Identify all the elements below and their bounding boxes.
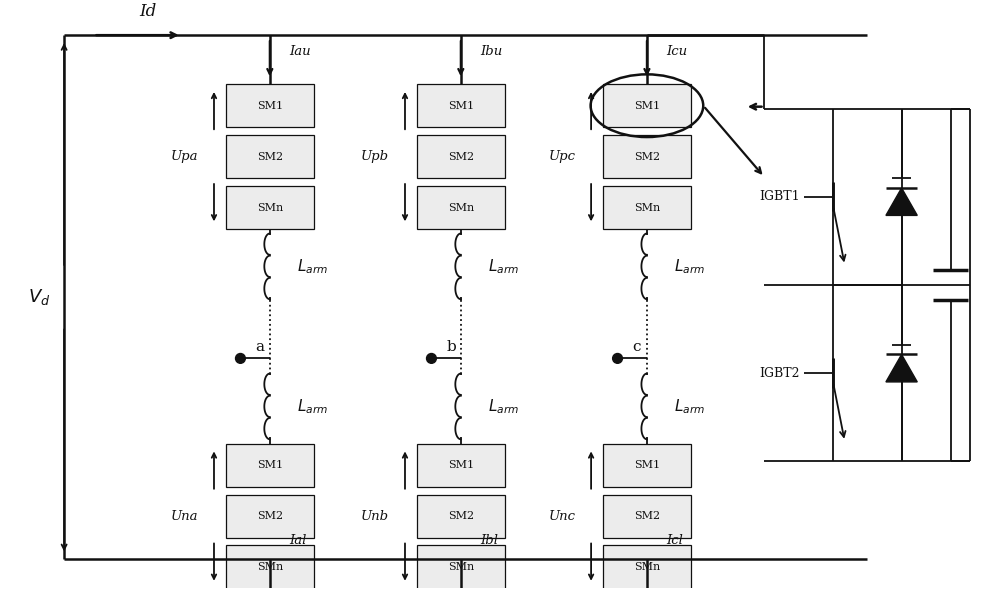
Text: SMn: SMn <box>448 562 474 572</box>
Text: Ial: Ial <box>289 534 307 547</box>
Bar <box>226 545 314 588</box>
Text: a: a <box>255 339 264 353</box>
Text: SM1: SM1 <box>634 460 660 470</box>
Bar <box>417 495 505 538</box>
Text: SM2: SM2 <box>257 151 283 161</box>
Text: Icl: Icl <box>667 534 683 547</box>
Text: Unc: Unc <box>548 509 575 522</box>
Text: SM2: SM2 <box>634 151 660 161</box>
Text: IGBT2: IGBT2 <box>759 366 800 379</box>
Bar <box>603 495 691 538</box>
Text: Ibl: Ibl <box>480 534 498 547</box>
Text: SM2: SM2 <box>448 511 474 521</box>
Circle shape <box>613 353 622 363</box>
Bar <box>417 135 505 178</box>
Bar <box>603 84 691 127</box>
Text: SM1: SM1 <box>257 101 283 111</box>
Text: $V_d$: $V_d$ <box>28 287 51 307</box>
Bar <box>417 186 505 229</box>
Text: SM2: SM2 <box>634 511 660 521</box>
Text: IGBT1: IGBT1 <box>759 190 800 203</box>
Text: b: b <box>446 339 456 353</box>
Text: $L_{arm}$: $L_{arm}$ <box>674 257 705 276</box>
Text: Upc: Upc <box>548 150 575 163</box>
Text: Ibu: Ibu <box>480 45 503 58</box>
Bar <box>603 444 691 487</box>
Polygon shape <box>886 188 917 216</box>
Bar <box>603 135 691 178</box>
Text: $L_{arm}$: $L_{arm}$ <box>488 397 519 416</box>
Bar <box>417 444 505 487</box>
Text: $L_{arm}$: $L_{arm}$ <box>674 397 705 416</box>
Text: Icu: Icu <box>667 45 688 58</box>
Text: $L_{arm}$: $L_{arm}$ <box>488 257 519 276</box>
Text: Unb: Unb <box>361 509 389 522</box>
Text: SM1: SM1 <box>257 460 283 470</box>
Bar <box>417 545 505 588</box>
Bar <box>603 186 691 229</box>
Text: Upb: Upb <box>361 150 389 163</box>
Bar <box>226 495 314 538</box>
Text: SM1: SM1 <box>448 460 474 470</box>
Text: SMn: SMn <box>257 203 283 213</box>
Circle shape <box>427 353 436 363</box>
Text: $L_{arm}$: $L_{arm}$ <box>297 257 328 276</box>
Text: SM2: SM2 <box>257 511 283 521</box>
Bar <box>226 444 314 487</box>
Text: SM2: SM2 <box>448 151 474 161</box>
Bar <box>226 84 314 127</box>
Bar <box>417 84 505 127</box>
Bar <box>226 135 314 178</box>
Polygon shape <box>886 355 917 382</box>
Bar <box>226 186 314 229</box>
Text: SM1: SM1 <box>448 101 474 111</box>
Text: SM1: SM1 <box>634 101 660 111</box>
Text: Id: Id <box>139 4 156 21</box>
Text: Upa: Upa <box>171 150 198 163</box>
Text: $L_{arm}$: $L_{arm}$ <box>297 397 328 416</box>
Text: c: c <box>632 339 641 353</box>
Text: SMn: SMn <box>257 562 283 572</box>
Text: Una: Una <box>171 509 198 522</box>
Text: SMn: SMn <box>634 562 660 572</box>
Bar <box>603 545 691 588</box>
Circle shape <box>236 353 245 363</box>
Text: SMn: SMn <box>448 203 474 213</box>
Text: SMn: SMn <box>634 203 660 213</box>
Text: Iau: Iau <box>289 45 311 58</box>
